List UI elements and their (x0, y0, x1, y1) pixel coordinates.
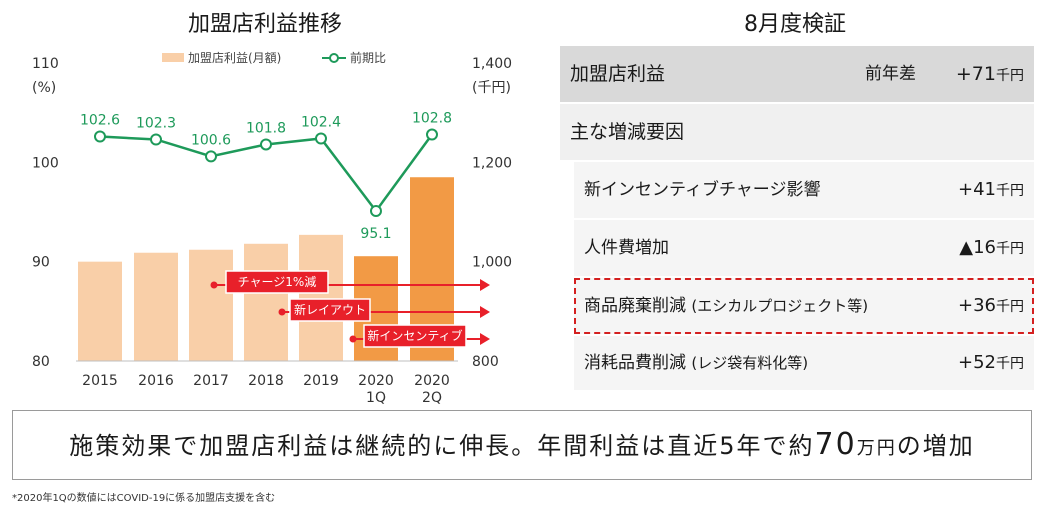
annotation-box (363, 324, 467, 348)
summary-text: 施策効果で加盟店利益は継続的に伸長。年間利益は直近5年で約 (69, 432, 815, 460)
bar (189, 249, 233, 361)
chart-title: 加盟店利益推移 (187, 12, 342, 37)
legend-bar-swatch (162, 53, 184, 62)
ratio-label: 102.4 (301, 114, 341, 130)
factor-value: +36千円 (958, 295, 1024, 316)
bar (299, 234, 343, 361)
header-sub: 前年差 (865, 64, 916, 84)
category-label: 2Q (422, 390, 442, 406)
bar (244, 243, 288, 361)
factor-row: 消耗品費削減 (レジ袋有料化等) +52千円 (574, 336, 1034, 390)
left-axis-tick: 90 (32, 255, 50, 271)
factor-row: 人件費増加 ▲16千円 (574, 220, 1034, 276)
ratio-marker (150, 133, 162, 146)
right-axis-tick: 1,000 (472, 255, 512, 271)
ratio-label: 100.6 (191, 132, 231, 148)
ratio-marker (370, 205, 382, 218)
legend-bar-label: 加盟店利益(月額) (188, 51, 281, 65)
header-row: 加盟店利益 前年差 +71千円 (560, 46, 1034, 102)
factor-label: 新インセンティブチャージ影響 (584, 180, 821, 200)
factor-value: ▲16千円 (959, 237, 1024, 258)
annotation-arrow-head (480, 306, 490, 318)
category-label: 2020 (358, 373, 394, 389)
annotation-label: チャージ1%減 (238, 274, 317, 289)
annotation-box (225, 270, 329, 294)
summary-text-end: の増加 (896, 432, 975, 460)
section-label: 主な増減要因 (570, 121, 685, 143)
category-label: 1Q (366, 390, 386, 406)
verification-title: 8月度検証 (744, 12, 846, 37)
ratio-label: 102.8 (412, 111, 452, 127)
bar (134, 252, 178, 361)
annotation-label: 新インセンティブ (367, 328, 462, 343)
bar (78, 261, 122, 361)
factor-label: 消耗品費削減 (レジ袋有料化等) (584, 353, 809, 373)
factor-row: 新インセンティブチャージ影響 +41千円 (574, 162, 1034, 218)
right-axis-tick: 800 (472, 354, 499, 370)
section-row: 主な増減要因 (560, 104, 1034, 160)
right-axis-unit: (千円) (472, 80, 511, 96)
left-axis-tick: 100 (32, 155, 59, 171)
category-label: 2018 (248, 373, 284, 389)
category-label: 2019 (303, 373, 339, 389)
annotation-dot (349, 335, 357, 343)
factor-row-highlighted: 商品廃棄削減 (エシカルプロジェクト等) +36千円 (574, 278, 1034, 334)
ratio-label: 102.6 (80, 113, 120, 129)
header-value: +71千円 (955, 63, 1024, 85)
left-axis-tick: 110 (32, 56, 59, 72)
factor-label: 商品廃棄削減 (エシカルプロジェクト等) (584, 296, 869, 316)
ratio-marker (205, 150, 217, 163)
factor-value: +41千円 (958, 179, 1024, 200)
profit-chart: 加盟店利益(月額) 前期比 110 100 90 80 (%) 1,400 1,200 1,000… (32, 50, 512, 406)
ratio-label: 102.3 (136, 115, 176, 131)
right-axis-tick: 1,400 (472, 56, 512, 72)
ratio-marker (426, 128, 438, 141)
ratio-marker (260, 138, 272, 151)
left-axis-unit: (%) (32, 80, 56, 96)
ratio-marker (315, 132, 327, 145)
category-label: 2016 (138, 373, 174, 389)
footnote: *2020年1Qの数値にはCOVID-19に係る加盟店支援を含む (12, 493, 276, 504)
factor-value: +52千円 (958, 352, 1024, 373)
ratio-label: 101.8 (246, 120, 286, 136)
annotation-dot (278, 308, 286, 316)
category-label: 2020 (414, 373, 450, 389)
annotation-label: 新レイアウト (294, 302, 366, 317)
category-label: 2015 (82, 373, 118, 389)
summary-number: 70 (814, 427, 857, 462)
category-label: 2017 (193, 373, 229, 389)
left-axis-tick: 80 (32, 354, 50, 370)
summary-unit: 万円 (856, 438, 897, 459)
annotation-arrow-head (480, 333, 490, 345)
right-axis-tick: 1,200 (472, 155, 512, 171)
annotation-arrow-head (480, 279, 490, 291)
legend-line-marker (329, 53, 339, 63)
header-label: 加盟店利益 (570, 63, 666, 85)
ratio-marker (94, 130, 106, 143)
ratio-label: 95.1 (360, 226, 391, 242)
factor-label: 人件費増加 (584, 238, 669, 258)
summary-box: 施策効果で加盟店利益は継続的に伸長。年間利益は直近5年で約70万円の増加 (12, 410, 1032, 480)
annotation-dot (210, 281, 218, 289)
legend-line-label: 前期比 (350, 50, 386, 65)
annotation-box (289, 298, 371, 322)
